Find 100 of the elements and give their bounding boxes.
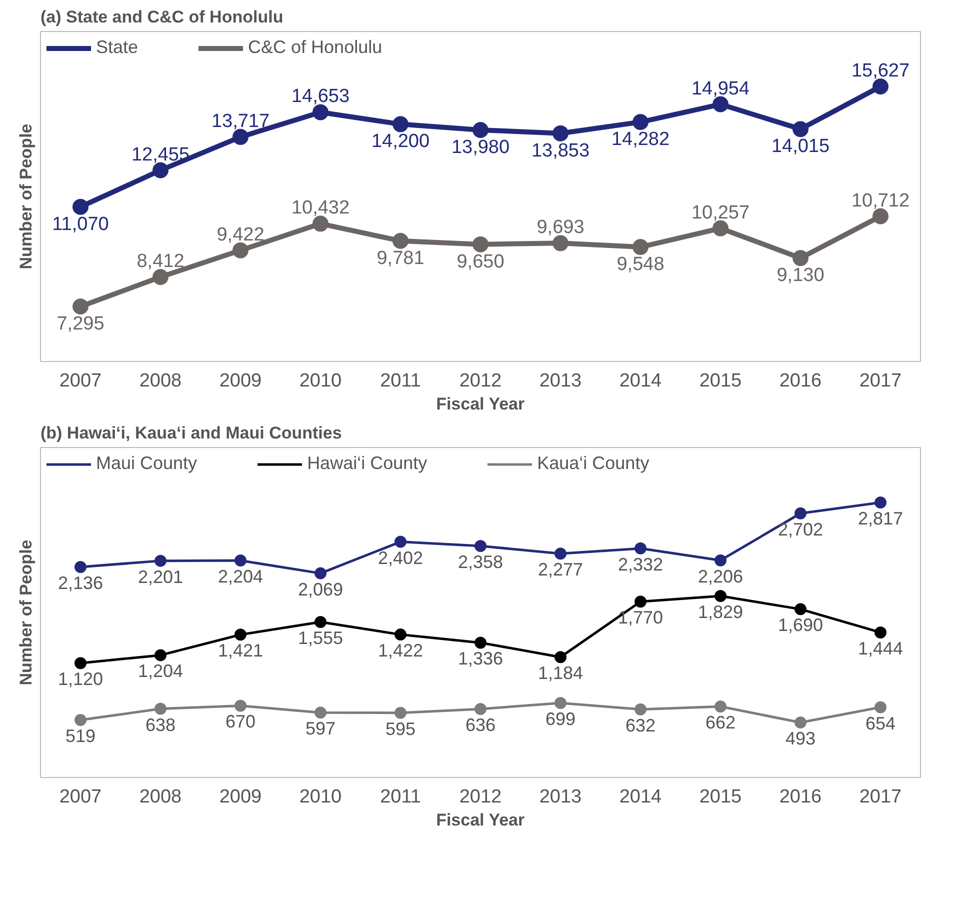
point [314,616,326,628]
x-tick-label: 2012 [459,370,502,392]
x-tick-label: 2008 [139,370,182,392]
point [554,651,566,664]
data-label: 1,204 [138,661,184,682]
point [474,636,486,649]
legend-label: Maui County [96,453,198,474]
x-tick-label: 2009 [219,370,262,392]
point [794,603,806,616]
data-label: 8,412 [136,251,184,272]
data-label: 2,332 [618,554,664,574]
point [234,700,246,712]
legend-label: State [96,37,138,58]
point [554,548,566,560]
data-label: 638 [145,714,176,735]
data-label: 1,422 [378,640,424,661]
data-label: 519 [65,726,96,746]
data-label: 14,282 [611,129,670,150]
x-tick-label: 2017 [859,370,902,392]
point [314,567,326,580]
x-tick-label: 2015 [699,370,742,392]
point [312,216,328,232]
point [552,125,568,142]
data-label: 662 [705,712,736,732]
x-tick-label: 2008 [139,786,182,808]
x-tick-label: 2009 [219,786,262,808]
x-tick-label: 2013 [539,786,582,808]
point [872,208,888,224]
data-label: 2,702 [778,519,824,540]
point [74,714,86,726]
point [74,560,86,573]
point [74,657,86,670]
data-label: 2,402 [378,548,424,568]
data-label: 13,853 [531,140,590,162]
data-label: 670 [225,712,256,732]
x-tick-label: 2011 [380,786,421,808]
data-label: 1,444 [858,638,904,658]
data-label: 10,432 [291,198,350,219]
data-label: 654 [865,713,896,734]
point [232,128,248,145]
point [634,596,646,608]
point [792,121,808,138]
data-label: 2,136 [58,572,104,593]
data-label: 13,980 [451,136,510,158]
chart-title: (a) State and C&C of Honolulu [40,8,284,26]
point [394,706,406,719]
point [474,540,486,552]
data-label: 597 [305,718,336,739]
x-tick-label: 2016 [779,786,822,808]
data-label: 1,184 [538,663,584,684]
legend-label: Kaua‘i County [537,453,650,474]
point [874,701,886,714]
point [234,554,246,567]
data-label: 699 [545,709,576,729]
data-label: 636 [465,714,496,735]
point [794,507,806,520]
x-tick-label: 2012 [459,786,502,808]
data-label: 632 [625,715,656,736]
point [874,496,886,508]
data-label: 2,277 [538,560,584,580]
point [152,162,168,178]
data-label: 14,015 [771,136,830,158]
point [632,239,648,255]
legend-label: Hawai‘i County [307,453,428,474]
y-axis-title: Number of People [16,124,36,270]
point [472,236,488,252]
data-label: 1,555 [298,628,344,648]
data-label: 14,653 [291,86,350,108]
point [474,702,486,715]
point [312,104,328,120]
point [472,122,488,138]
point [234,628,246,641]
point [554,697,566,709]
point [154,649,166,662]
point [872,78,888,94]
point [712,220,728,236]
data-label: 14,954 [691,78,750,100]
point [314,706,326,719]
data-label: 1,120 [58,669,104,690]
x-tick-label: 2007 [59,370,102,392]
y-axis-title: Number of People [16,540,36,686]
point [792,250,808,266]
point [634,703,646,716]
point [714,590,726,602]
x-tick-label: 2010 [299,370,342,392]
data-label: 1,829 [698,602,744,622]
data-label: 9,548 [616,254,664,276]
data-label: 1,336 [458,648,504,669]
x-tick-label: 2007 [59,786,102,808]
point [794,716,806,728]
x-tick-label: 2014 [619,786,662,808]
point [394,628,406,641]
x-tick-label: 2014 [619,370,662,392]
data-label: 2,817 [858,508,904,528]
point [392,116,408,132]
point [632,114,648,130]
data-label: 9,693 [536,217,584,238]
chart-title: (b) Hawai‘i, Kaua‘i and Maui Counties [40,424,342,442]
point [154,554,166,567]
data-label: 13,717 [211,110,270,132]
